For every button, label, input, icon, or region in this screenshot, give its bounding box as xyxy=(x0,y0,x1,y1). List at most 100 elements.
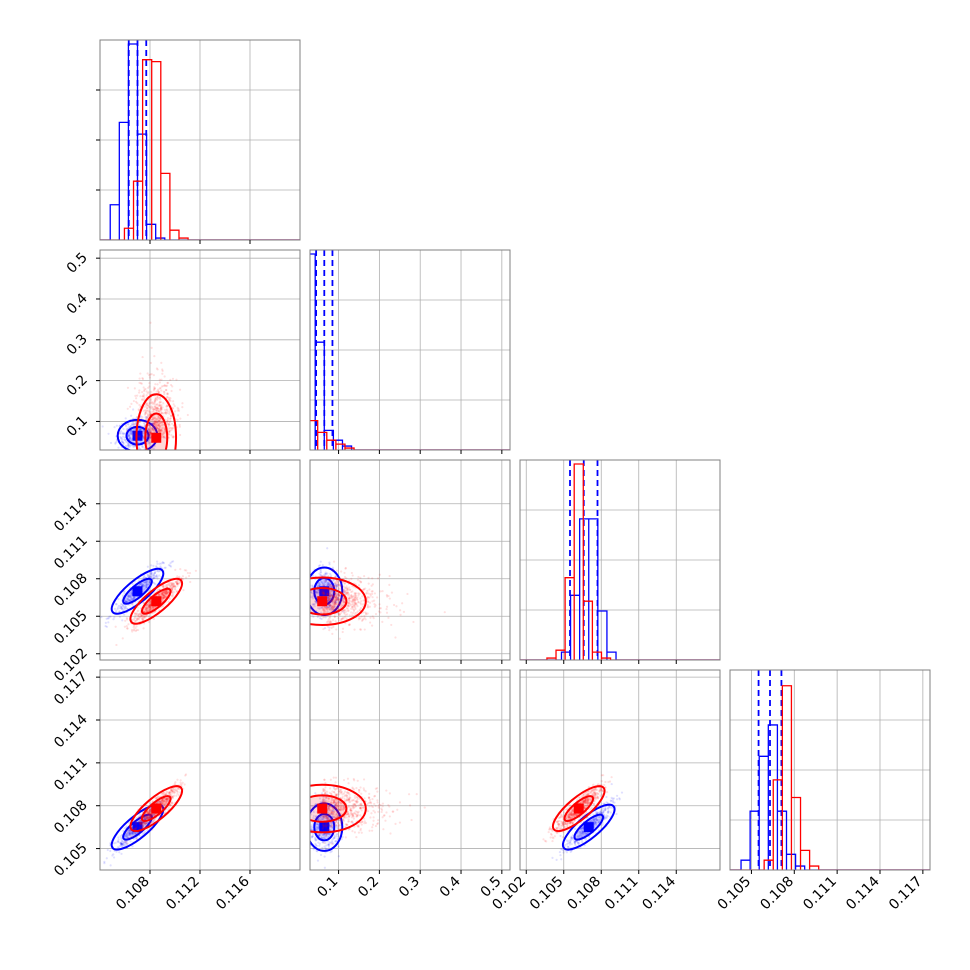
scatter-point xyxy=(170,586,174,589)
scatter-point xyxy=(340,587,344,590)
scatter-point xyxy=(154,423,157,426)
scatter-point xyxy=(366,612,369,615)
scatter-point xyxy=(134,422,137,425)
scatter-point xyxy=(350,600,353,603)
scatter-point xyxy=(323,866,326,869)
scatter-point xyxy=(176,414,180,417)
scatter-point xyxy=(142,601,145,605)
scatter-point xyxy=(142,576,145,579)
scatter-point xyxy=(361,603,365,606)
scatter-point xyxy=(103,861,106,865)
scatter-point xyxy=(147,605,151,609)
scatter-point xyxy=(172,435,175,439)
scatter-point xyxy=(365,613,368,616)
scatter-point xyxy=(370,584,373,587)
scatter-point xyxy=(163,408,166,411)
scatter-point xyxy=(161,798,164,801)
scatter-point xyxy=(162,586,165,589)
scatter-point xyxy=(311,574,314,578)
scatter-point xyxy=(168,791,171,795)
scatter-point xyxy=(347,601,351,604)
scatter-point xyxy=(321,564,324,567)
scatter-point xyxy=(343,571,346,575)
scatter-point xyxy=(169,414,173,417)
scatter-point xyxy=(304,824,306,826)
scatter-point xyxy=(307,573,309,575)
scatter-point xyxy=(322,611,326,614)
scatter-point xyxy=(179,791,182,794)
scatter-point xyxy=(166,791,169,794)
scatter-point xyxy=(331,594,334,598)
scatter-point xyxy=(313,602,316,606)
scatter-point xyxy=(147,404,150,407)
scatter-point xyxy=(146,583,149,586)
scatter-point xyxy=(158,593,161,596)
scatter-point xyxy=(169,584,172,587)
scatter-point xyxy=(132,422,135,426)
scatter-point xyxy=(165,798,168,801)
scatter-point xyxy=(162,412,166,415)
scatter-point xyxy=(169,562,172,565)
scatter-point xyxy=(329,603,332,607)
scatter-point xyxy=(152,447,156,450)
scatter-point xyxy=(310,591,313,594)
scatter-point xyxy=(331,585,334,589)
scatter-point xyxy=(146,609,149,613)
scatter-point xyxy=(120,607,123,610)
scatter-point xyxy=(359,576,362,580)
scatter-point xyxy=(336,593,339,596)
scatter-point xyxy=(145,582,148,586)
scatter-point xyxy=(149,433,152,436)
scatter-point xyxy=(129,425,132,428)
scatter-point xyxy=(130,598,133,601)
scatter-point xyxy=(325,844,328,847)
scatter-point xyxy=(174,588,177,591)
scatter-point xyxy=(155,427,159,430)
scatter-point xyxy=(328,598,331,601)
scatter-point xyxy=(328,608,331,611)
scatter-point xyxy=(162,436,165,439)
scatter-point xyxy=(125,843,129,846)
scatter-point xyxy=(166,416,170,420)
scatter-point xyxy=(147,603,150,606)
scatter-point xyxy=(133,616,137,619)
scatter-point xyxy=(148,431,152,434)
scatter-point xyxy=(156,426,159,429)
scatter-point xyxy=(175,582,179,585)
scatter-point xyxy=(159,424,162,427)
scatter-point xyxy=(143,614,146,618)
scatter-point xyxy=(146,573,149,576)
scatter-point xyxy=(339,585,342,588)
scatter-point xyxy=(140,583,144,586)
scatter-point xyxy=(326,620,329,623)
scatter-point xyxy=(147,816,150,819)
scatter-point xyxy=(148,374,151,377)
scatter-point xyxy=(388,597,391,600)
scatter-point xyxy=(320,580,323,583)
scatter-point xyxy=(171,588,174,592)
scatter-point xyxy=(137,831,140,834)
scatter-point xyxy=(372,599,376,602)
scatter-point xyxy=(162,390,165,393)
scatter-point xyxy=(347,597,350,600)
scatter-point xyxy=(143,818,146,821)
scatter-point xyxy=(350,614,354,617)
scatter-point xyxy=(145,817,148,820)
scatter-point xyxy=(307,592,309,594)
scatter-point xyxy=(329,606,333,609)
scatter-point xyxy=(181,402,184,405)
scatter-point xyxy=(148,608,151,612)
scatter-point xyxy=(352,612,355,615)
scatter-point xyxy=(145,813,148,816)
scatter-point xyxy=(318,584,321,587)
scatter-point xyxy=(166,796,169,799)
scatter-point xyxy=(121,619,124,622)
scatter-point xyxy=(163,392,166,396)
scatter-point xyxy=(159,417,162,420)
scatter-point xyxy=(168,420,171,423)
scatter-point xyxy=(386,595,389,598)
scatter-point xyxy=(161,368,164,371)
scatter-point xyxy=(331,601,334,604)
scatter-point xyxy=(347,623,351,626)
scatter-point xyxy=(138,616,142,619)
